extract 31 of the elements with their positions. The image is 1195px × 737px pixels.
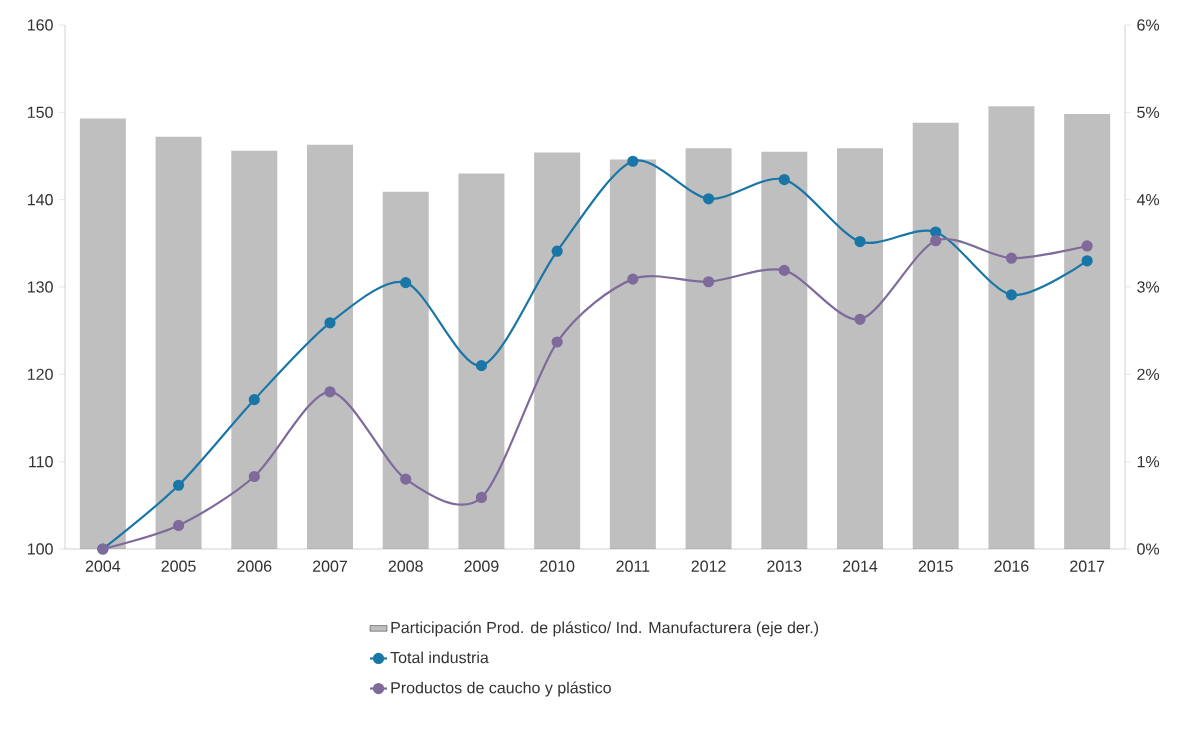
x-tick-label: 2012 <box>691 560 726 572</box>
legend-label: Productos de caucho y plástico <box>391 681 611 697</box>
y-tick-label: 150 <box>27 106 53 118</box>
legend-label: Participación Prod. de plástico/ Ind. Manufacturera (eje der.) <box>391 621 819 637</box>
x-tick-label: 2011 <box>616 560 650 572</box>
x-tick-label: 2014 <box>843 560 878 572</box>
x-tick-label: 2004 <box>85 560 121 572</box>
y-tick-label: 100 <box>27 543 53 555</box>
y-tick-label: 140 <box>27 194 53 206</box>
x-tick-label: 2017 <box>1070 560 1105 572</box>
y-tick-label: 120 <box>27 368 53 380</box>
x-tick-label: 2005 <box>161 560 196 572</box>
x-tick-label: 2016 <box>994 560 1029 572</box>
y2-tick-label: 4% <box>1136 194 1160 206</box>
y-tick-label: 130 <box>27 281 53 293</box>
y2-tick-label: 6% <box>1137 19 1160 31</box>
x-tick-label: 2010 <box>540 560 575 572</box>
x-tick-label: 2007 <box>313 560 347 572</box>
legend-label: Total industria <box>390 651 489 664</box>
y2-tick-label: 2% <box>1137 368 1160 380</box>
y2-tick-label: 5% <box>1137 106 1160 118</box>
x-tick-label: 2013 <box>767 560 802 572</box>
y-tick-label: 160 <box>27 19 53 31</box>
x-tick-label: 2015 <box>918 560 953 572</box>
x-tick-label: 2009 <box>464 560 499 572</box>
y2-tick-label: 1% <box>1137 456 1160 468</box>
y-tick-label: 110 <box>29 456 53 468</box>
y2-tick-label: 3% <box>1137 281 1160 293</box>
x-tick-label: 2008 <box>388 560 423 572</box>
x-tick-label: 2006 <box>237 560 272 572</box>
y2-tick-label: 0% <box>1137 543 1160 555</box>
